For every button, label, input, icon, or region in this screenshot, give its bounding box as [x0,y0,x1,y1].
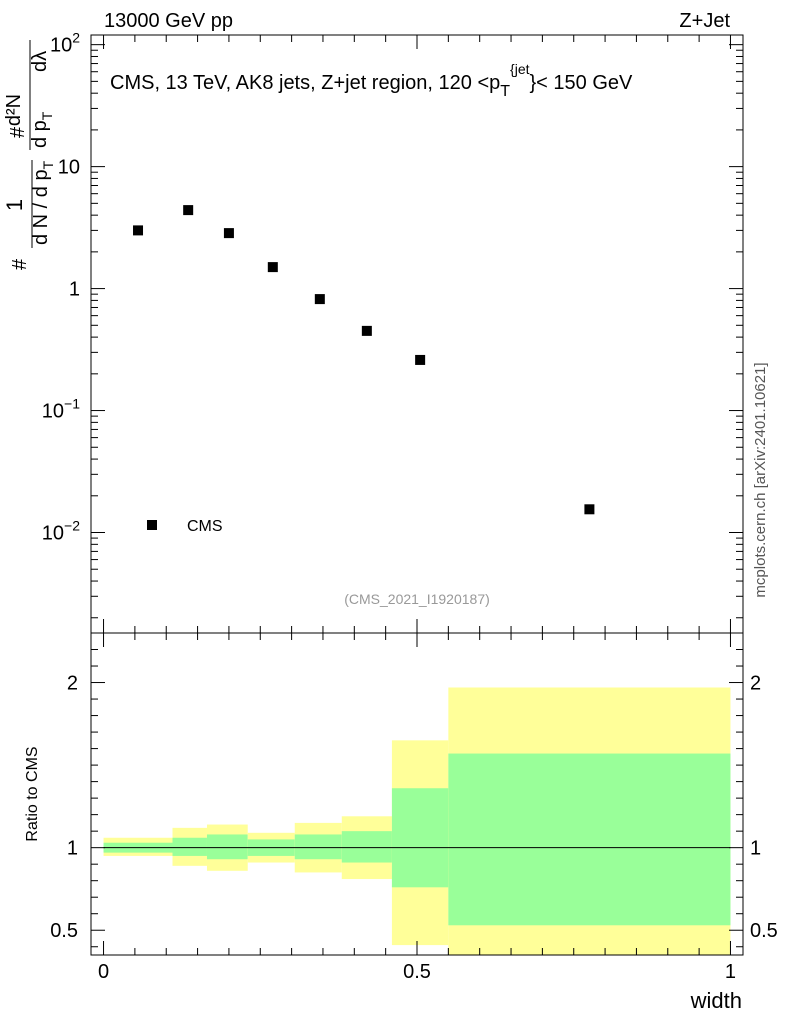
ylabel-hash-2: # [7,126,29,138]
ratio-y-ticks: 0.5 0.5 1 1 2 2 [50,649,778,948]
ylabel-den-sub: T [40,160,56,169]
x-axis-label: width [690,988,742,1013]
main-data-points [133,205,595,515]
xtick-label: 0.5 [403,961,431,983]
stat-uncertainty-band [448,753,731,926]
ratio-ytick-label-right: 1 [750,838,761,860]
ylabel-den-text: d N / d p [30,169,52,245]
plot-title-sup: {jet [510,61,530,77]
ratio-ytick-label-right: 2 [750,673,761,695]
watermark: mcplots.cern.ch [arXiv:2401.10621] [752,362,769,597]
xtick-label: 1 [725,961,736,983]
ratio-panel: 0.5 0.51 12 2 0 0.5 1 Ratio to CMS width [24,632,778,1013]
ylabel-dpt-sub: T [39,111,55,120]
ratio-x-ticks: 0 0.5 1 [98,633,736,983]
data-point [314,294,325,305]
ratio-bands [103,687,731,955]
stat-uncertainty-band [391,788,449,888]
ylabel-d2n: d²N [3,94,25,126]
main-frame [90,34,744,634]
legend-label: CMS [187,518,223,535]
ytick-base: 10 [50,35,72,57]
ylabel-dpt-text: d p [29,120,51,148]
ytick-base: 10 [42,401,64,423]
data-point [183,205,194,216]
analysis-id: (CMS_2021_I1920187) [344,591,490,607]
legend-marker [147,520,157,530]
ratio-ytick-label-left: 1 [67,838,78,860]
stat-uncertainty-band [341,831,392,863]
ytick-exp: 2 [72,30,80,46]
header-right: Z+Jet [679,10,730,32]
data-point [223,228,234,239]
main-y-axis-label: # 1 d N / d pT # d²N d pT dλ [2,40,56,270]
stat-uncertainty-band [172,837,207,856]
xtick-label: 0 [98,961,109,983]
data-point [415,354,426,365]
data-point [267,262,278,273]
ylabel-hash-1: # [9,258,31,270]
main-ytick-label: 1 [69,279,80,301]
data-point [361,325,372,336]
ylabel-numerator: 1 [2,199,27,211]
data-point [133,225,144,236]
ylabel-dl: dλ [29,51,51,72]
ylabel-denominator: d N / d pT [30,160,56,245]
main-ytick-label: 10−2 [42,518,80,545]
main-ytick-label: 10−1 [42,396,80,423]
ylabel-dpt: d pT [29,111,55,148]
plot-title-sub: T [500,83,510,100]
ytick-base: 10 [42,523,64,545]
ytick-exp: −2 [64,518,80,534]
stat-uncertainty-band [294,834,342,860]
main-x-ticks [103,35,731,633]
main-ytick-label: 102 [50,30,80,57]
ratio-y-label: Ratio to CMS [24,746,41,841]
main-ytick-label: 10 [58,157,80,179]
ratio-ytick-label-right: 0.5 [750,920,778,942]
plot-title-tail: }< 150 GeV [530,72,634,94]
plot-title-main: CMS, 13 TeV, AK8 jets, Z+jet region, 120… [110,72,500,94]
header-left: 13000 GeV pp [104,10,233,32]
data-point [584,504,595,515]
ratio-ytick-label-left: 2 [67,673,78,695]
plot-title: CMS, 13 TeV, AK8 jets, Z+jet region, 120… [110,61,633,100]
ytick-exp: −1 [64,396,80,412]
ratio-ytick-label-left: 0.5 [50,920,78,942]
stat-uncertainty-band [206,834,248,860]
